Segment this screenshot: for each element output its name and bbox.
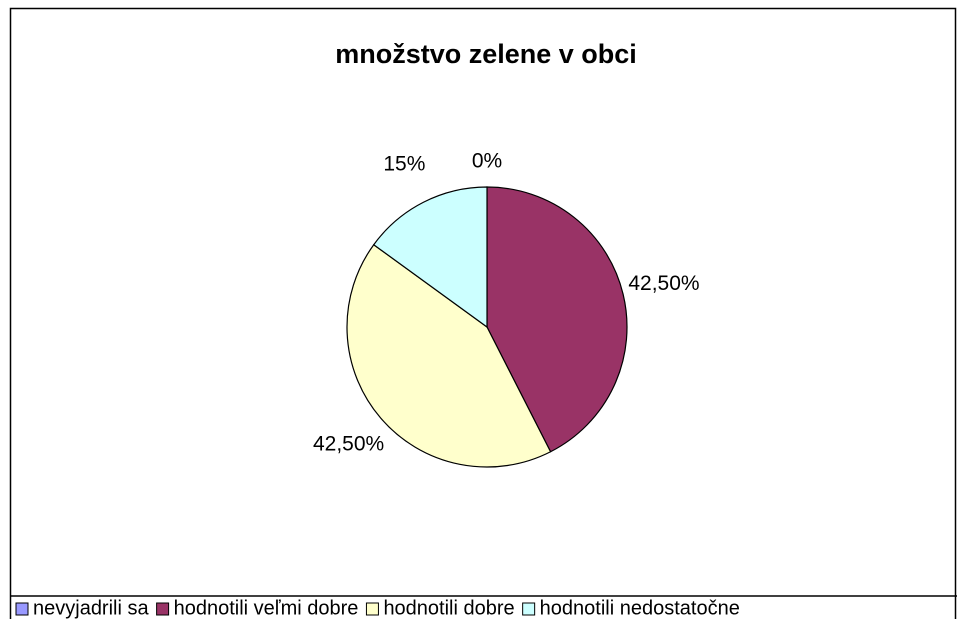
data-label: 42,50% [313, 433, 384, 456]
legend-label: hodnotili dobre [383, 597, 514, 619]
data-label: 0% [472, 150, 502, 173]
data-label: 15% [383, 152, 425, 175]
legend-label: hodnotili veľmi dobre [174, 597, 359, 619]
chart-title: množstvo zelene v obci [335, 39, 637, 69]
legend-swatch [156, 602, 170, 616]
legend-label: hodnotili nedostatočne [540, 597, 740, 619]
pie-slice [346, 243, 552, 468]
legend-label: nevyjadrili sa [33, 597, 149, 619]
pie-slice [486, 186, 628, 453]
legend-swatch [15, 602, 29, 616]
legend-swatch [522, 602, 536, 616]
pie-slice [372, 186, 488, 329]
legend-swatch [365, 602, 379, 616]
data-label: 42,50% [628, 272, 699, 295]
